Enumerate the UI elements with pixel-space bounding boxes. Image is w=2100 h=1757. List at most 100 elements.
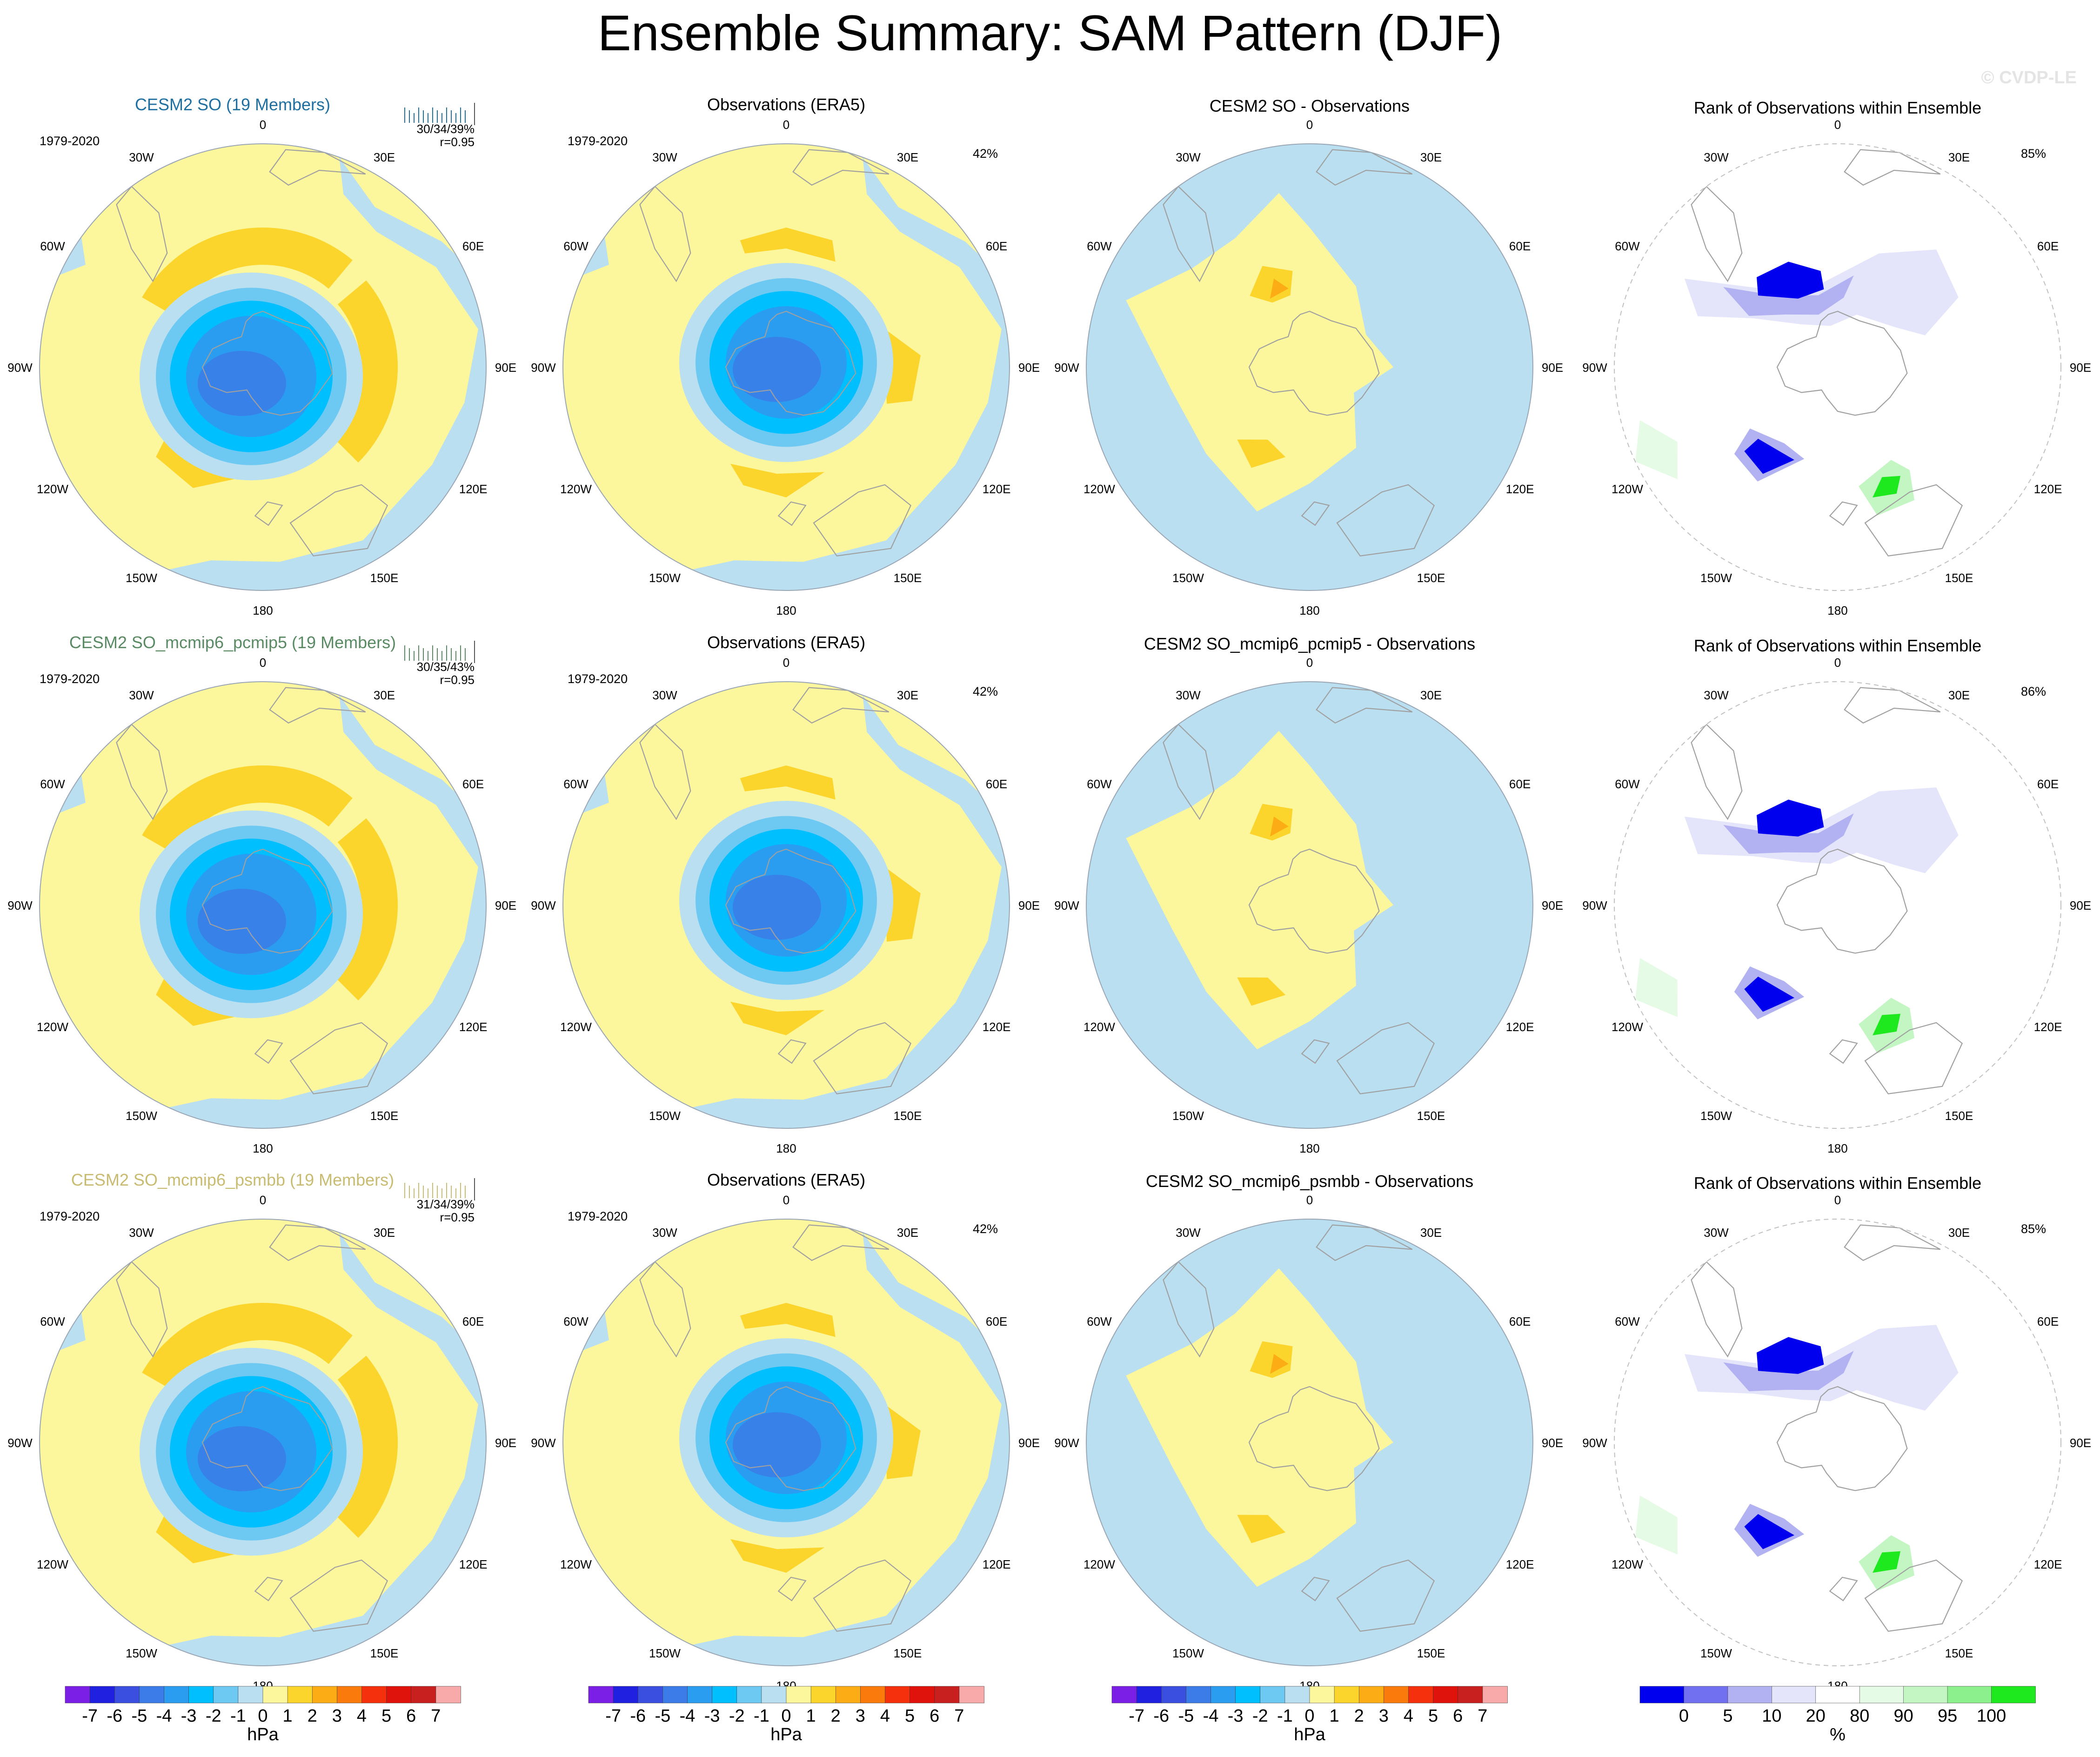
longitude-label: 120E	[983, 1557, 1011, 1571]
panel-title: CESM2 SO_mcmip6_psmbb (19 Members)	[71, 1170, 394, 1189]
longitude-label: 30E	[1948, 1226, 1970, 1240]
colorbar-swatch	[860, 1686, 886, 1703]
longitude-label: 180	[776, 604, 796, 617]
colorbar-swatch	[1903, 1686, 1948, 1703]
longitude-label: 120W	[1083, 482, 1115, 496]
colorbar-tick-label: 1	[1330, 1706, 1339, 1726]
land-outline	[1336, 1022, 1435, 1094]
colorbar-swatch	[1384, 1686, 1409, 1703]
rank-percentage: 85%	[2021, 147, 2046, 161]
rank-region-low	[1757, 1337, 1824, 1374]
panel-title: CESM2 SO_mcmip6_pcmip5 - Observations	[1144, 634, 1475, 653]
positive-region	[1237, 439, 1286, 468]
land-outline	[254, 501, 283, 526]
longitude-label: 150E	[894, 571, 922, 585]
difference-panel: CESM2 SO_mcmip6_psmbb - Observations 0 30E…	[1054, 1172, 1563, 1693]
rank-region-high	[1873, 476, 1900, 498]
panel-title: Rank of Observations within Ensemble	[1694, 1174, 1981, 1193]
longitude-label: 120W	[37, 482, 68, 496]
colorbar-swatch	[1991, 1686, 2036, 1703]
colorbar-swatch	[435, 1686, 461, 1703]
longitude-label: 0	[783, 656, 789, 670]
colorbar-tick-label: -6	[107, 1706, 122, 1726]
colorbar-tick-label: 3	[332, 1706, 342, 1726]
longitude-label: 120E	[459, 482, 488, 496]
longitude-label: 180	[253, 604, 273, 617]
longitude-label: 60E	[1509, 1314, 1531, 1328]
colorbar-tick-label: 95	[1938, 1706, 1957, 1726]
rank-region-low	[1744, 976, 1794, 1012]
longitude-label: 120W	[1083, 1020, 1115, 1034]
longitude-label: 30E	[1420, 150, 1442, 164]
longitude-label: 180	[1827, 1141, 1847, 1155]
rank-percentage: 86%	[2021, 684, 2046, 698]
land-outline	[777, 1039, 807, 1064]
observation-panel: Observations (ERA5) 1979-2020 42% 0 30E 60E 90…	[531, 633, 1040, 1155]
difference-panel: CESM2 SO_mcmip6_pcmip5 - Observations 0 30…	[1054, 634, 1563, 1155]
variance-explained: 42%	[973, 147, 998, 161]
positive-peak	[1270, 278, 1289, 299]
positive-region	[740, 228, 836, 262]
longitude-label: 120W	[1612, 482, 1643, 496]
longitude-label: 150W	[1700, 1109, 1732, 1123]
land-outline	[777, 1576, 807, 1602]
land-outline	[1336, 1559, 1435, 1632]
years-label: 1979-2020	[568, 134, 628, 148]
colorbar-swatch	[1136, 1686, 1162, 1703]
colorbar-tick-label: 1	[806, 1706, 816, 1726]
positive-region	[1250, 1341, 1293, 1378]
rank-region-high	[1635, 1495, 1678, 1555]
map-field	[1614, 682, 2061, 1128]
watermark: © CVDP-LE	[1981, 68, 2077, 87]
longitude-label: 150W	[1172, 1109, 1204, 1123]
longitude-label: 30E	[1420, 1226, 1442, 1240]
colorbar-swatch	[687, 1686, 713, 1703]
negative-region	[692, 157, 1010, 590]
rank-panel: Rank of Observations within Ensemble 86% 0…	[1582, 636, 2091, 1155]
longitude-label: 0	[1306, 1193, 1313, 1207]
colorbar-swatch	[1186, 1686, 1211, 1703]
colorbar-tick-label: 5	[381, 1706, 391, 1726]
colorbar-tick-label: 1	[283, 1706, 293, 1726]
longitude-label: 120E	[1506, 482, 1534, 496]
positive-region	[1250, 804, 1293, 841]
spread-ticks	[404, 103, 475, 125]
longitude-label: 180	[1299, 1141, 1319, 1155]
colorbar-swatch	[262, 1686, 288, 1703]
longitude-label: 120E	[459, 1020, 488, 1034]
longitude-label: 30E	[374, 150, 395, 164]
colorbar-tick-label: 7	[1478, 1706, 1487, 1726]
rank-panel: Rank of Observations within Ensemble 85% 0…	[1582, 1174, 2091, 1693]
variance-explained: 42%	[973, 684, 998, 698]
longitude-label: 30E	[897, 688, 918, 702]
colorbar-tick-label: 80	[1850, 1706, 1869, 1726]
longitude-label: 60E	[1509, 239, 1531, 253]
longitude-label: 60W	[1615, 1314, 1640, 1328]
positive-region	[1237, 1515, 1286, 1543]
map-field	[1614, 144, 2061, 590]
figure-title: Ensemble Summary: SAM Pattern (DJF)	[597, 5, 1503, 61]
pressure-colorbar: -7 -6 -5 -4 -3 -2 -1 0 1 2 3 4 5 6 7 hPa	[65, 1686, 461, 1744]
longitude-label: 30W	[1704, 1226, 1729, 1240]
colorbar-swatch	[1334, 1686, 1360, 1703]
colorbar-tick-label: 5	[1428, 1706, 1438, 1726]
map-border	[1614, 1219, 2061, 1666]
longitude-label: 90W	[1054, 899, 1079, 912]
longitude-label: 90W	[1582, 361, 1607, 375]
longitude-label: 150W	[1172, 571, 1204, 585]
rank-region-low	[1757, 262, 1824, 299]
land-outline	[201, 310, 333, 416]
panel-title: Observations (ERA5)	[707, 95, 865, 114]
colorbar-swatch	[736, 1686, 762, 1703]
positive-peak	[1270, 1354, 1289, 1374]
longitude-label: 120E	[983, 1020, 1011, 1034]
longitude-label: 60W	[563, 1314, 589, 1328]
colorbar-swatch	[89, 1686, 115, 1703]
colorbar-tick-label: 2	[1354, 1706, 1364, 1726]
longitude-label: 60E	[2037, 777, 2059, 791]
longitude-label: 60E	[1509, 777, 1531, 791]
colorbar-tick-label: -4	[680, 1706, 696, 1726]
land-outline	[1776, 1386, 1908, 1491]
colorbar-tick-label: 5	[1723, 1706, 1732, 1726]
positive-region	[1250, 266, 1293, 303]
